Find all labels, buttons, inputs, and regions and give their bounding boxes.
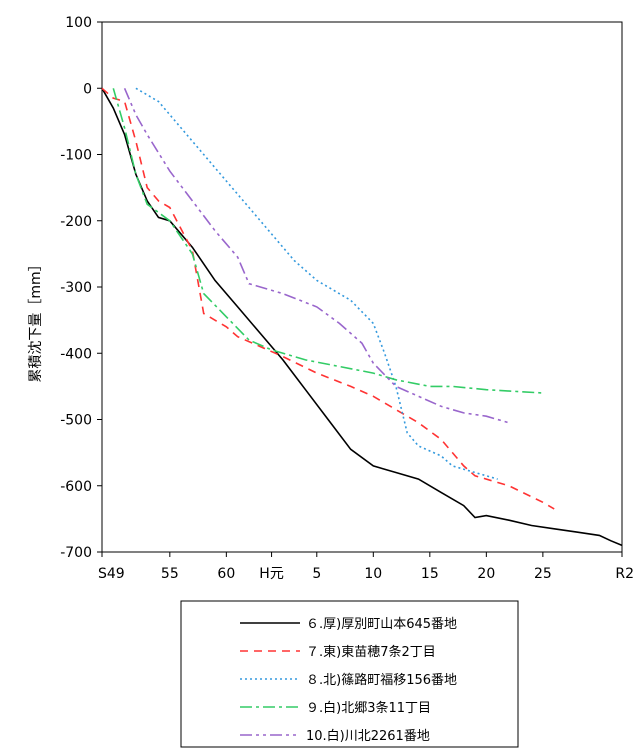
x-tick-label: 60 bbox=[217, 566, 235, 582]
y-axis-label: 累積沈下量［mm］ bbox=[28, 257, 44, 382]
x-tick-label: 10 bbox=[364, 566, 382, 582]
legend-box bbox=[180, 600, 519, 748]
legend-label: 10.白)川北2261番地 bbox=[306, 728, 430, 744]
x-tick-label: S49 bbox=[98, 566, 125, 582]
y-tick-label: 0 bbox=[83, 81, 92, 97]
y-tick-label: -300 bbox=[60, 280, 92, 296]
series-line-1 bbox=[101, 87, 623, 547]
series-line-3 bbox=[135, 87, 498, 480]
x-tick-label: 55 bbox=[161, 566, 179, 582]
legend-label: ７.東)東苗穂7条2丁目 bbox=[306, 644, 436, 660]
y-tick-label: -500 bbox=[60, 413, 92, 429]
y-tick-label: -600 bbox=[60, 479, 92, 495]
legend-label: ８.北)篠路町福移156番地 bbox=[306, 672, 457, 688]
series-line-5 bbox=[123, 87, 510, 424]
y-tick-label: -100 bbox=[60, 148, 92, 164]
plot-area bbox=[101, 21, 623, 553]
legend-label: ６.厚)厚別町山本645番地 bbox=[306, 617, 457, 632]
x-tick-label: 20 bbox=[477, 566, 495, 582]
y-tick-label: 100 bbox=[65, 15, 92, 31]
series-line-4 bbox=[112, 88, 543, 394]
x-tick-label: 25 bbox=[534, 566, 552, 582]
x-tick-label: R2 bbox=[615, 566, 634, 582]
legend: ６.厚)厚別町山本645番地 ７.東)東苗穂7条2丁目 ８.北)篠路町福移156番地… bbox=[180, 600, 519, 748]
x-tick-label: H元 bbox=[259, 566, 284, 582]
y-tick-label: -700 bbox=[60, 545, 92, 561]
y-tick-label: -200 bbox=[60, 214, 92, 230]
y-axis: 100 0 -100 -200 -300 -400 -500 -600 -700 bbox=[60, 15, 102, 561]
x-tick-label: 15 bbox=[421, 566, 439, 582]
x-tick-label: 5 bbox=[312, 566, 321, 582]
x-axis: S49 55 60 H元 5 10 15 20 25 R2 bbox=[98, 552, 634, 582]
legend-label: ９.白)北郷3条11丁目 bbox=[306, 700, 431, 716]
series-line-2 bbox=[101, 87, 555, 510]
y-tick-label: -400 bbox=[60, 346, 92, 362]
series-group bbox=[101, 87, 623, 547]
